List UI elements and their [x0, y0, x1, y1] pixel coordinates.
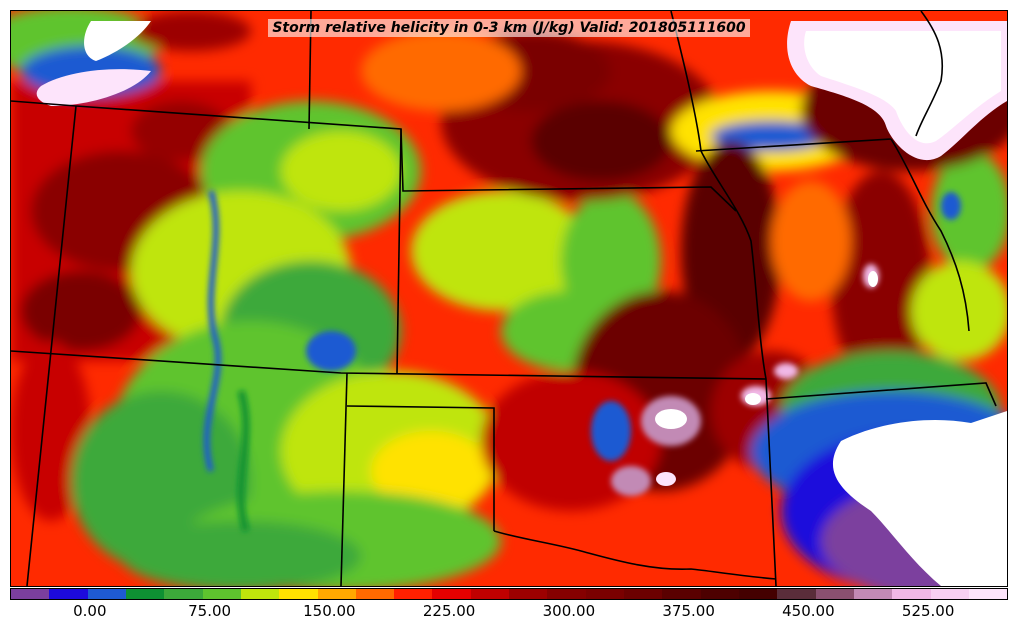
colorbar-tick-label: 225.00 — [422, 602, 476, 620]
colorbar-segment — [470, 589, 510, 599]
map-panel: Storm relative helicity in 0-3 km (J/kg)… — [10, 10, 1008, 587]
colorbar-tick-labels: 0.00 75.00 150.00 225.00 300.00 375.00 450.00 5… — [10, 602, 1008, 626]
colorbar-segment — [815, 589, 854, 599]
colorbar-segment — [125, 589, 165, 599]
colorbar-segment — [355, 589, 395, 599]
colorbar-segment — [432, 589, 471, 599]
colorbar — [10, 588, 1008, 600]
colorbar-segment — [11, 589, 50, 599]
colorbar-segment — [968, 589, 1008, 599]
colorbar-segment — [394, 589, 433, 599]
colorbar-segment — [777, 589, 816, 599]
colorbar-segment — [317, 589, 356, 599]
colorbar-segment — [892, 589, 931, 599]
colorbar-segment — [547, 589, 586, 599]
helicity-detail — [203, 190, 961, 533]
colorbar-segment — [509, 589, 548, 599]
colorbar-segment — [87, 589, 126, 599]
colorbar-tick-label: 375.00 — [662, 602, 715, 620]
colorbar-segment — [202, 589, 241, 599]
colorbar-segment — [585, 589, 624, 599]
colorbar-tick-label: 300.00 — [542, 602, 596, 620]
colorbar-segment — [700, 589, 739, 599]
colorbar-segment — [662, 589, 701, 599]
extreme-values — [36, 21, 1007, 586]
colorbar-tick-label: 75.00 — [188, 602, 232, 620]
colorbar-segment — [853, 589, 893, 599]
colorbar-segment — [279, 589, 318, 599]
colorbar-segment — [49, 589, 88, 599]
colorbar-segment — [164, 589, 203, 599]
colorbar-segment — [738, 589, 778, 599]
colorbar-tick-label: 150.00 — [303, 602, 356, 620]
helicity-field — [11, 11, 1007, 586]
colorbar-segment — [930, 589, 969, 599]
colorbar-segment — [624, 589, 663, 599]
helicity-map — [11, 11, 1007, 586]
colorbar-tick-label: 525.00 — [901, 602, 955, 620]
colorbar-tick-label: 450.00 — [782, 602, 835, 620]
colorbar-tick-label: 0.00 — [73, 602, 107, 620]
colorbar-segment — [240, 589, 280, 599]
state-borders — [11, 11, 997, 586]
